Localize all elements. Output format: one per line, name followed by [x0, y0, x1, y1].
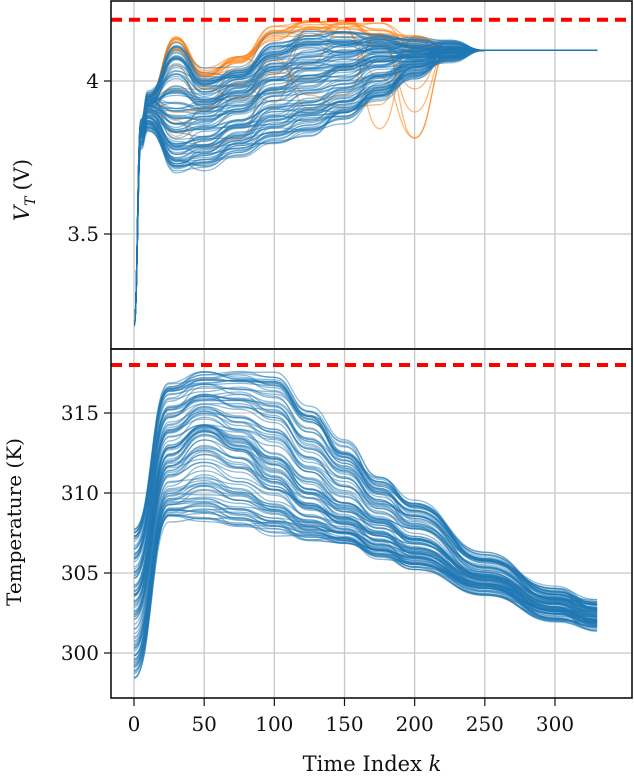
trajectory: [133, 439, 598, 621]
trajectory: [133, 476, 598, 640]
trajectory: [133, 403, 598, 606]
y-tick-label: 300: [61, 641, 99, 665]
trajectory: [133, 446, 598, 616]
trajectory: [133, 31, 598, 327]
trajectory: [133, 482, 598, 646]
x-tick-label: 250: [466, 712, 504, 736]
temperature-axes-frame: [110, 348, 633, 699]
x-tick-label: 300: [536, 712, 574, 736]
x-ticks: 0 50 100 150 200 250 300: [128, 698, 574, 736]
trajectory: [133, 512, 598, 675]
x-tick-label: 150: [325, 712, 363, 736]
temperature-trajectories: [133, 370, 598, 680]
trajectory: [133, 371, 598, 603]
y-tick-label: 315: [61, 401, 99, 425]
trajectory: [133, 478, 598, 638]
x-tick-label: 200: [396, 712, 434, 736]
trajectory: [133, 489, 598, 656]
trajectory: [133, 49, 598, 327]
trajectory: [133, 434, 598, 620]
x-tick-label: 100: [255, 712, 293, 736]
voltage-trajectories: [133, 19, 598, 327]
y-tick-label: 310: [61, 481, 99, 505]
temperature-plot: 300 305 310 315 0 50 100 150 200 250 300 Temperat…: [2, 348, 633, 776]
voltage-plot: 3.54 VT(V): [10, 0, 633, 350]
y-tick-label: 305: [61, 561, 99, 585]
voltage-y-axis-label: VT(V): [10, 159, 39, 221]
temperature-y-ticks: 300 305 310 315: [61, 401, 111, 665]
trajectory: [133, 48, 598, 327]
trajectory: [133, 447, 598, 621]
trajectory: [133, 500, 598, 657]
temperature-y-axis-label: Temperature (K): [2, 438, 26, 606]
trajectory: [133, 395, 598, 609]
x-tick-label: 0: [128, 712, 141, 736]
trajectory: [133, 515, 598, 678]
trajectory: [133, 49, 598, 327]
trajectory: [133, 395, 598, 605]
trajectory: [133, 501, 598, 661]
y-tick-label: 4: [86, 69, 99, 93]
x-tick-label: 50: [191, 712, 216, 736]
trajectory: [133, 426, 598, 615]
trajectory: [133, 470, 598, 631]
voltage-y-ticks: 3.54: [67, 69, 111, 246]
trajectory: [133, 410, 598, 611]
trajectory: [133, 482, 598, 643]
x-axis-label: Time Index k: [303, 752, 442, 776]
trajectory: [133, 509, 598, 666]
trajectory: [133, 378, 598, 610]
y-tick-label: 3.5: [67, 222, 99, 246]
